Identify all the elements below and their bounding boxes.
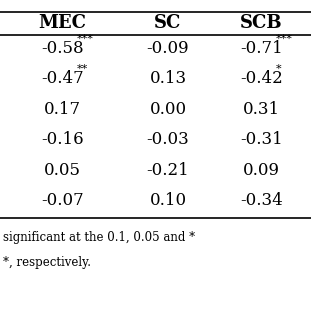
Text: significant at the 0.1, 0.05 and *: significant at the 0.1, 0.05 and * [3, 231, 195, 244]
Text: **: ** [77, 64, 88, 74]
Text: -0.31: -0.31 [240, 131, 283, 148]
Text: ***: *** [276, 34, 293, 44]
Text: 0.17: 0.17 [44, 101, 81, 118]
Text: 0.13: 0.13 [149, 70, 187, 87]
Text: -0.16: -0.16 [41, 131, 84, 148]
Text: -0.58: -0.58 [41, 40, 84, 57]
Text: -0.03: -0.03 [146, 131, 189, 148]
Text: -0.71: -0.71 [240, 40, 283, 57]
Text: MEC: MEC [38, 14, 86, 32]
Text: -0.21: -0.21 [146, 162, 189, 179]
Text: -0.47: -0.47 [41, 70, 84, 87]
Text: 0.05: 0.05 [44, 162, 81, 179]
Text: -0.34: -0.34 [240, 192, 283, 209]
Text: 0.31: 0.31 [243, 101, 280, 118]
Text: *, respectively.: *, respectively. [3, 256, 91, 269]
Text: 0.10: 0.10 [149, 192, 187, 209]
Text: ***: *** [77, 34, 94, 44]
Text: 0.00: 0.00 [149, 101, 187, 118]
Text: 0.09: 0.09 [243, 162, 280, 179]
Text: -0.09: -0.09 [146, 40, 189, 57]
Text: *: * [276, 64, 281, 74]
Text: -0.07: -0.07 [41, 192, 84, 209]
Text: SC: SC [154, 14, 182, 32]
Text: SCB: SCB [240, 14, 283, 32]
Text: -0.42: -0.42 [240, 70, 283, 87]
